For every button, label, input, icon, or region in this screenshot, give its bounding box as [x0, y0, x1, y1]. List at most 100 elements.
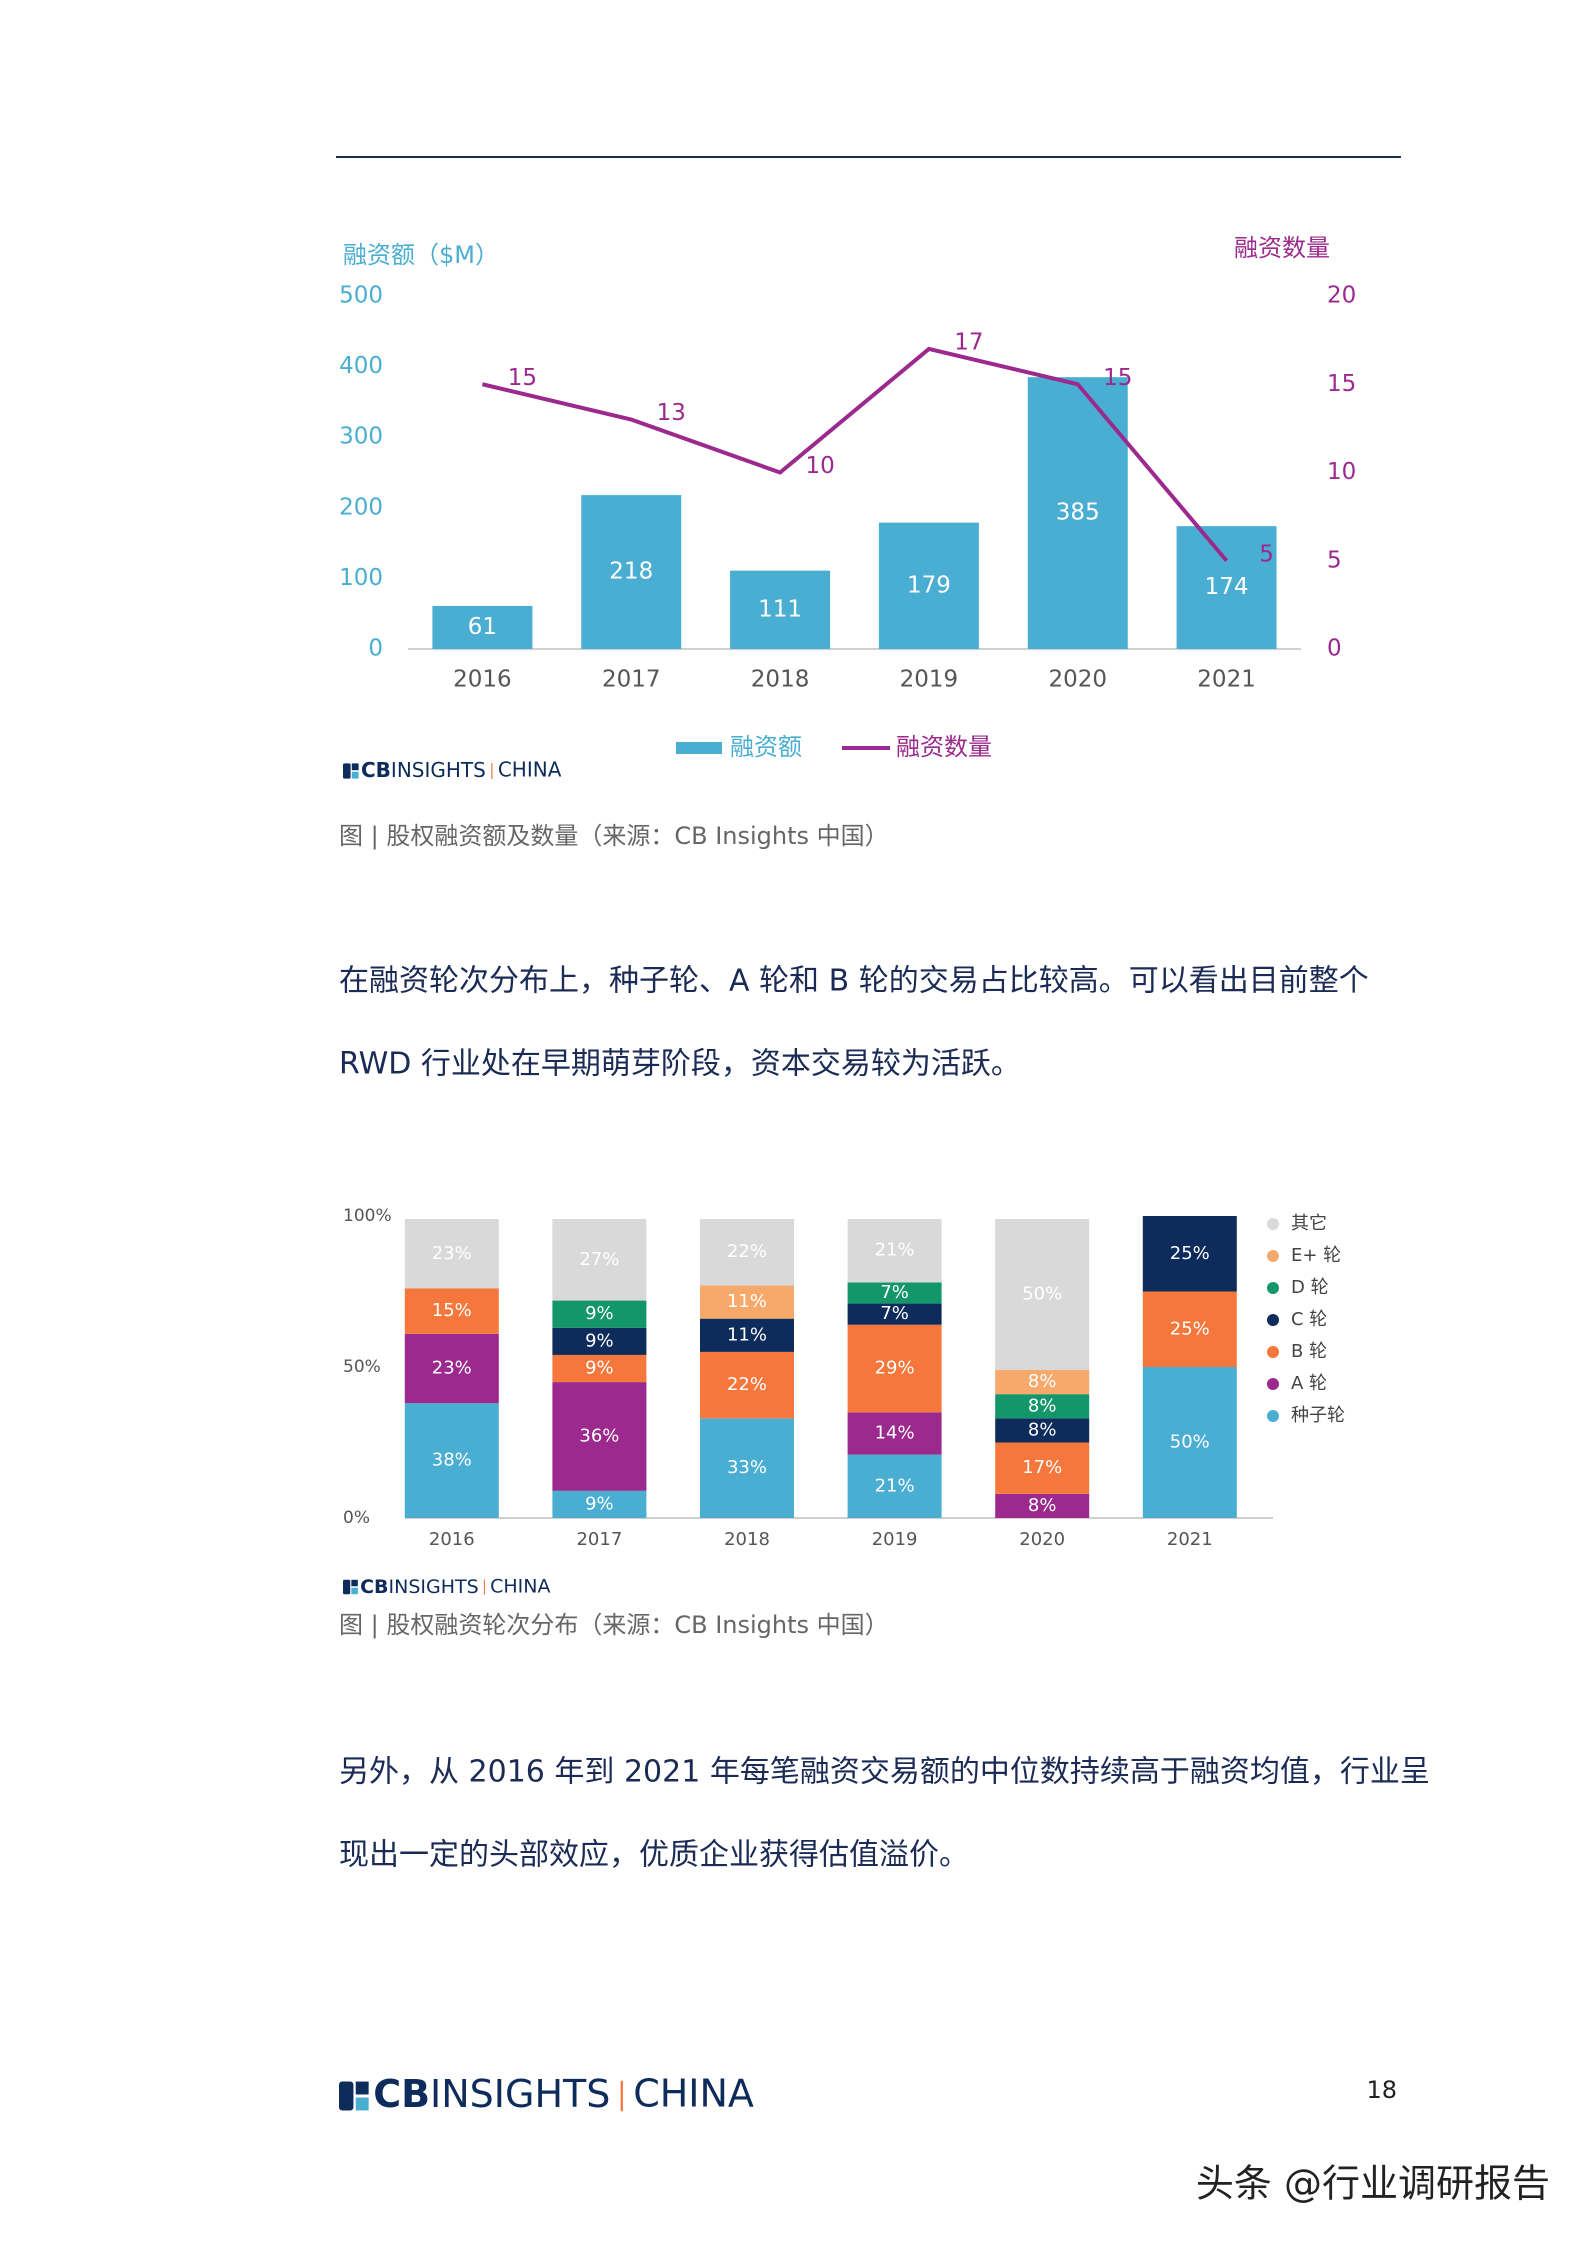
legend-label: B 轮 — [1291, 1341, 1327, 1362]
y-tick-label: 100% — [343, 1206, 392, 1226]
paragraph-line: 另外，从 2016 年到 2021 年每笔融资交易额的中位数持续高于融资均值，行… — [339, 1755, 1430, 1790]
bar-segment — [404, 1333, 499, 1404]
legend-label: A 轮 — [1291, 1373, 1327, 1394]
x-tick-label: 2019 — [900, 667, 959, 693]
logo-cb: CB — [373, 2072, 430, 2116]
bar-segment — [1142, 1216, 1237, 1292]
segment-label: 50% — [1022, 1284, 1062, 1305]
caption: 图 | 股权融资轮次分布（来源：CB Insights 中国） — [339, 1611, 889, 1639]
y2-axis-label: 融资数量 — [1234, 234, 1330, 262]
bar-segment — [552, 1382, 647, 1491]
bar — [581, 495, 682, 649]
segment-label: 17% — [1022, 1457, 1062, 1478]
y-tick-label: 200 — [339, 494, 383, 520]
bar — [730, 570, 831, 649]
logo-insights: INSIGHTS — [430, 2072, 610, 2116]
y-tick-label: 100 — [339, 565, 383, 591]
bar-segment — [847, 1324, 942, 1413]
legend-swatch — [1267, 1282, 1279, 1294]
segment-label: 9% — [585, 1303, 614, 1324]
legend-swatch — [1267, 1250, 1279, 1262]
bar — [1176, 526, 1277, 649]
bar-segment — [552, 1219, 647, 1301]
y-tick-label: 400 — [339, 353, 383, 379]
y2-tick-label: 20 — [1327, 283, 1356, 309]
logo-icon — [339, 2081, 354, 2111]
bar-segment — [1142, 1291, 1237, 1367]
segment-label: 7% — [880, 1303, 909, 1324]
segment-label: 7% — [880, 1282, 909, 1303]
x-tick-label: 2018 — [724, 1529, 770, 1550]
y-tick-label: 0% — [343, 1508, 370, 1528]
bar-value-label: 385 — [1056, 500, 1100, 526]
legend-label: 其它 — [1291, 1213, 1327, 1234]
legend-swatch — [1267, 1346, 1279, 1358]
segment-label: 22% — [727, 1374, 767, 1395]
logo-icon — [351, 763, 359, 771]
caption: 图 | 股权融资额及数量（来源：CB Insights 中国） — [339, 822, 889, 850]
segment-label: 8% — [1028, 1371, 1057, 1392]
bar-segment — [700, 1351, 794, 1419]
segment-label: 21% — [875, 1240, 915, 1261]
y2-tick-label: 15 — [1327, 371, 1356, 397]
line-value-label: 17 — [954, 329, 983, 355]
segment-label: 8% — [1028, 1495, 1057, 1516]
x-tick-label: 2017 — [602, 667, 661, 693]
bar-segment — [700, 1318, 794, 1352]
segment-label: 25% — [1170, 1243, 1210, 1264]
segment-label: 8% — [1028, 1395, 1057, 1416]
segment-label: 9% — [585, 1358, 614, 1379]
logo-icon — [351, 1587, 358, 1595]
bar-segment — [700, 1285, 794, 1319]
line-value-label: 10 — [805, 453, 834, 479]
bar-value-label: 174 — [1205, 574, 1249, 600]
bar-segment — [995, 1219, 1090, 1371]
logo-cb: CB — [360, 1576, 388, 1598]
legend-swatch — [1267, 1410, 1279, 1422]
y-tick-label: 500 — [339, 283, 383, 309]
bar-segment — [552, 1327, 647, 1355]
legend-swatch — [1267, 1378, 1279, 1390]
y-axis-label: 融资额（$M） — [343, 241, 499, 269]
bar-segment — [404, 1403, 499, 1518]
bar-segment — [847, 1303, 942, 1325]
line-value-label: 5 — [1259, 541, 1274, 567]
bar-segment — [552, 1300, 647, 1328]
x-tick-label: 2016 — [429, 1529, 475, 1550]
line-value-label: 15 — [1103, 365, 1132, 391]
legend-swatch — [1267, 1314, 1279, 1326]
y2-tick-label: 0 — [1327, 636, 1342, 662]
bar-segment — [552, 1354, 647, 1383]
line — [481, 346, 1229, 563]
logo-china: CHINA — [633, 2072, 754, 2116]
segment-label: 14% — [875, 1422, 915, 1443]
bar-segment — [404, 1219, 499, 1289]
logo-icon — [351, 771, 359, 779]
segment-label: 21% — [875, 1475, 915, 1496]
logo-cb: CB — [361, 758, 391, 782]
logo-insights: INSIGHTS — [389, 1576, 479, 1598]
logo-china: CHINA — [498, 758, 562, 782]
legend-label: 种子轮 — [1291, 1405, 1345, 1426]
x-tick-label: 2017 — [576, 1529, 622, 1550]
page-number: 18 — [1366, 2076, 1397, 2104]
bar-value-label: 218 — [609, 559, 653, 585]
segment-label: 23% — [432, 1358, 472, 1379]
logo-icon — [355, 2081, 369, 2095]
legend-label: 融资数量 — [896, 733, 992, 761]
y-tick-label: 50% — [343, 1357, 381, 1377]
logo-icon — [343, 1579, 351, 1595]
legend-label: 融资额 — [730, 733, 802, 761]
segment-label: 9% — [585, 1330, 614, 1351]
x-tick-label: 2021 — [1197, 667, 1256, 693]
legend-label: D 轮 — [1291, 1277, 1329, 1298]
bar-segment — [995, 1418, 1090, 1443]
logo-text: CBINSIGHTS — [373, 2072, 610, 2116]
bar-segment — [847, 1219, 942, 1283]
bar — [878, 522, 979, 649]
logo-china: CHINA — [490, 1576, 550, 1598]
legend-swatch — [1267, 1218, 1279, 1230]
logo-icon — [351, 1579, 358, 1587]
